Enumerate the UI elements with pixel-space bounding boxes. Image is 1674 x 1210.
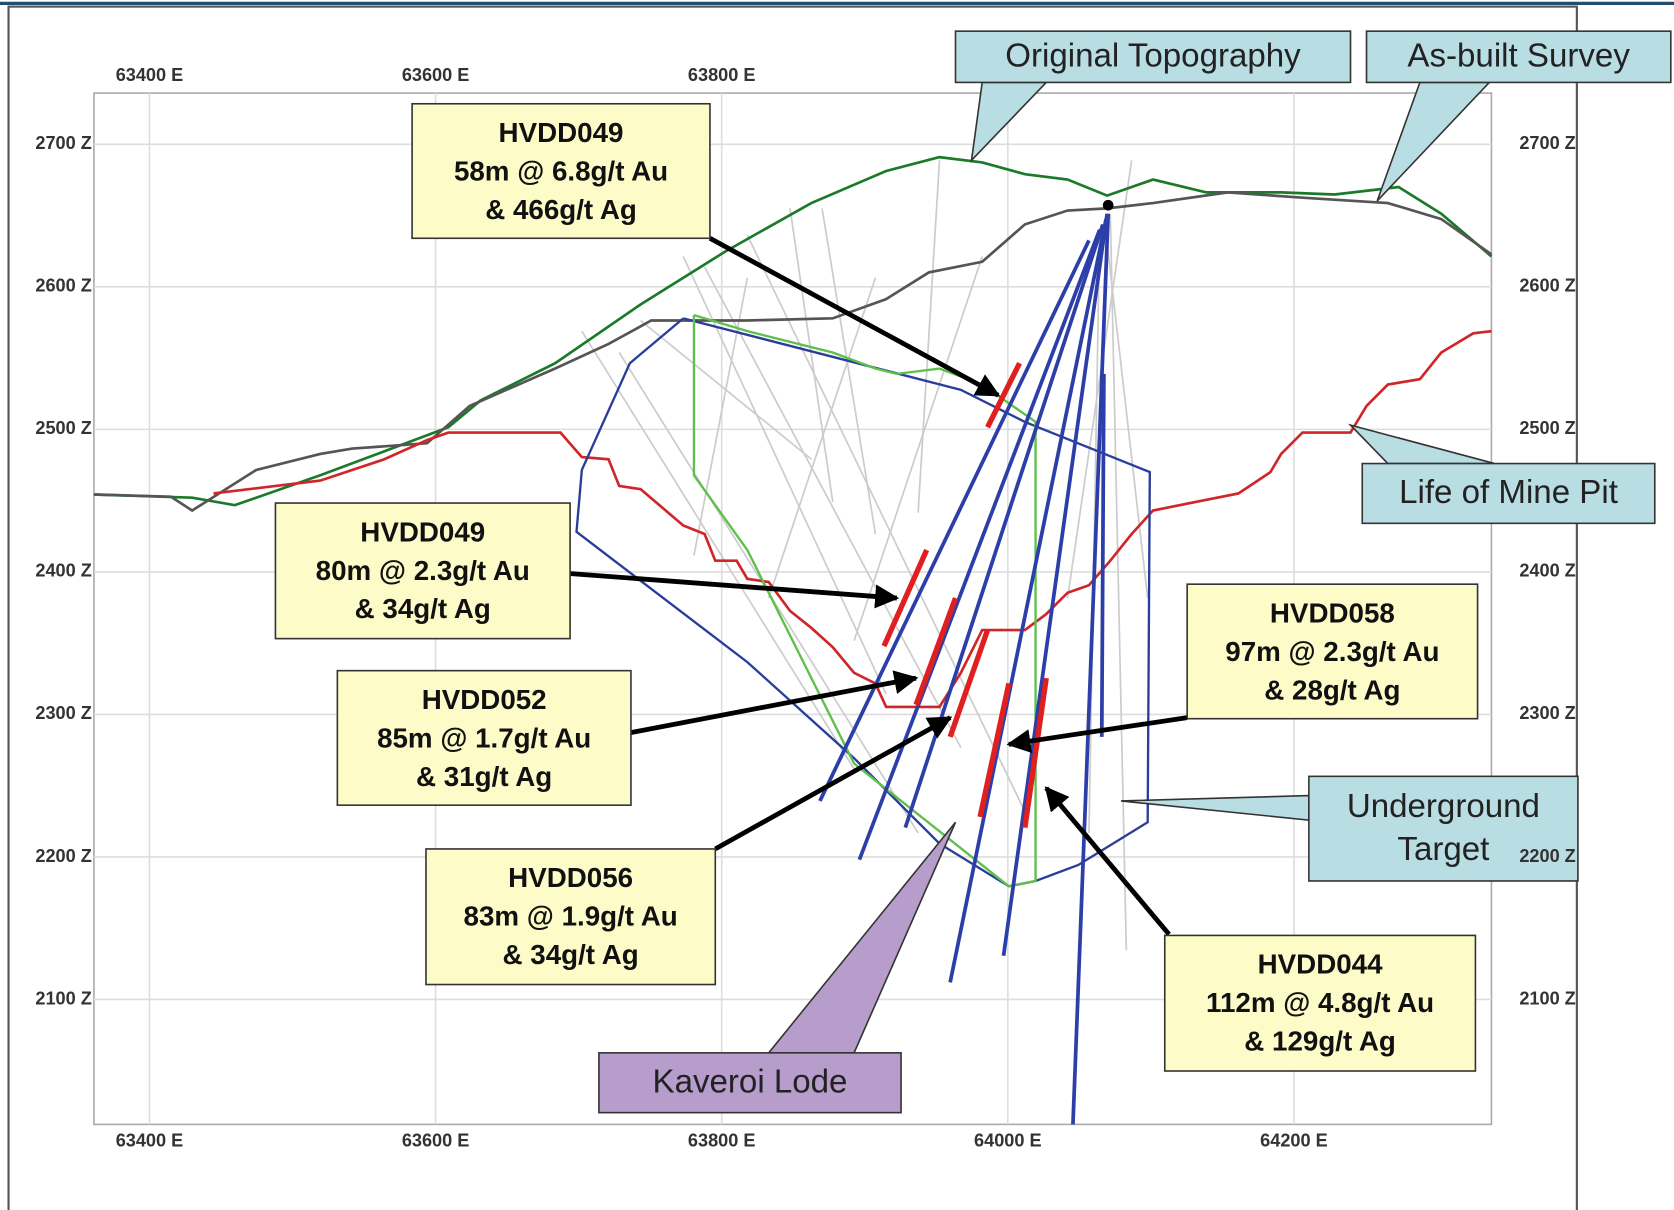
callout-arrow [568, 571, 900, 609]
label-seam [1363, 464, 1654, 523]
callout-line: & 28g/t Ag [1264, 674, 1400, 705]
callout-arrow [1006, 715, 1188, 753]
x-tick-label: 63400 E [116, 1130, 184, 1150]
callout-line: & 31g/t Ag [416, 761, 552, 792]
annotations: HVDD049 58m @ 6.8g/t Au & 466g/t Ag HVDD049… [274, 30, 1672, 1114]
label-text: Original Topography [1005, 38, 1301, 75]
callout-box [1163, 934, 1477, 1072]
callout-line: & 466g/t Ag [485, 194, 637, 225]
callout-line: & 34g/t Ag [355, 593, 491, 624]
callout-hole: HVDD044 [1258, 949, 1383, 980]
label-text: Life of Mine Pit [1399, 474, 1618, 511]
label-text: Underground [1347, 788, 1540, 825]
drill-holes [818, 213, 1111, 1125]
callout-hole: HVDD049 [499, 117, 624, 148]
y-tick-label: 2300 Z [35, 703, 91, 723]
y-tick-label-right: 2600 Z [1519, 276, 1575, 296]
y-tick-label-right: 2200 Z [1519, 846, 1575, 866]
x-tick-label: 63800 E [688, 1130, 756, 1150]
label-seam [1309, 777, 1577, 880]
y-tick-label-right: 2700 Z [1519, 133, 1575, 153]
y-tick-label-right: 2400 Z [1519, 561, 1575, 581]
x-tick-label: 63600 E [402, 1130, 470, 1150]
y-tick-label-right: 2100 Z [1519, 988, 1575, 1008]
label-text: Kaveroi Lode [653, 1064, 848, 1101]
x-tick-label-top: 63800 E [688, 65, 756, 85]
callout-hole: HVDD058 [1270, 597, 1395, 628]
y-tick-label: 2600 Z [35, 276, 91, 296]
collar [1102, 199, 1114, 211]
callout-line: & 129g/t Ag [1244, 1026, 1396, 1057]
callout-arrow [1044, 786, 1171, 936]
callout-hole: HVDD052 [422, 684, 547, 715]
callout-line: 112m @ 4.8g/t Au [1206, 987, 1434, 1018]
callout-arrow [708, 236, 1001, 398]
callout-arrow [630, 670, 919, 735]
callout-box [336, 669, 632, 806]
callout-box [425, 848, 717, 986]
y-tick-label-right: 2300 Z [1519, 703, 1575, 723]
y-tick-label: 2200 Z [35, 846, 91, 866]
callout-hole: HVDD056 [508, 862, 633, 893]
y-tick-label: 2100 Z [35, 988, 91, 1008]
label-text: As-built Survey [1407, 38, 1630, 75]
callout-box [274, 502, 571, 640]
label-seam [1367, 32, 1670, 82]
original-topography-line [93, 155, 1493, 507]
callout-line: 97m @ 2.3g/t Au [1225, 636, 1439, 667]
y-tick-label: 2500 Z [35, 418, 91, 438]
label-seam [599, 1053, 900, 1112]
callout-line: 83m @ 1.9g/t Au [464, 901, 678, 932]
callout-line: 58m @ 6.8g/t Au [454, 155, 668, 186]
callout-line: 80m @ 2.3g/t Au [316, 555, 530, 586]
label-seam [956, 32, 1350, 82]
callout-box [411, 102, 711, 240]
x-tick-label: 64200 E [1260, 1130, 1328, 1150]
callout-hole: HVDD049 [360, 516, 485, 547]
callout-line: 85m @ 1.7g/t Au [377, 722, 591, 753]
y-tick-label: 2400 Z [35, 561, 91, 581]
callout-arrow [714, 715, 953, 852]
y-tick-label-right: 2500 Z [1519, 418, 1575, 438]
frame [7, 5, 1578, 1210]
life-of-mine-pit-line [213, 329, 1492, 709]
x-tick-label: 64000 E [974, 1130, 1042, 1150]
x-tick-label-top: 63400 E [116, 65, 184, 85]
label-text: Target [1397, 831, 1489, 868]
x-tick-label-top: 63600 E [402, 65, 470, 85]
y-tick-label: 2700 Z [35, 133, 91, 153]
callout-box [1186, 583, 1479, 720]
callout-line: & 34g/t Ag [503, 939, 639, 970]
mineralised-intervals [881, 361, 1049, 828]
as-built-survey-line [93, 191, 1493, 513]
